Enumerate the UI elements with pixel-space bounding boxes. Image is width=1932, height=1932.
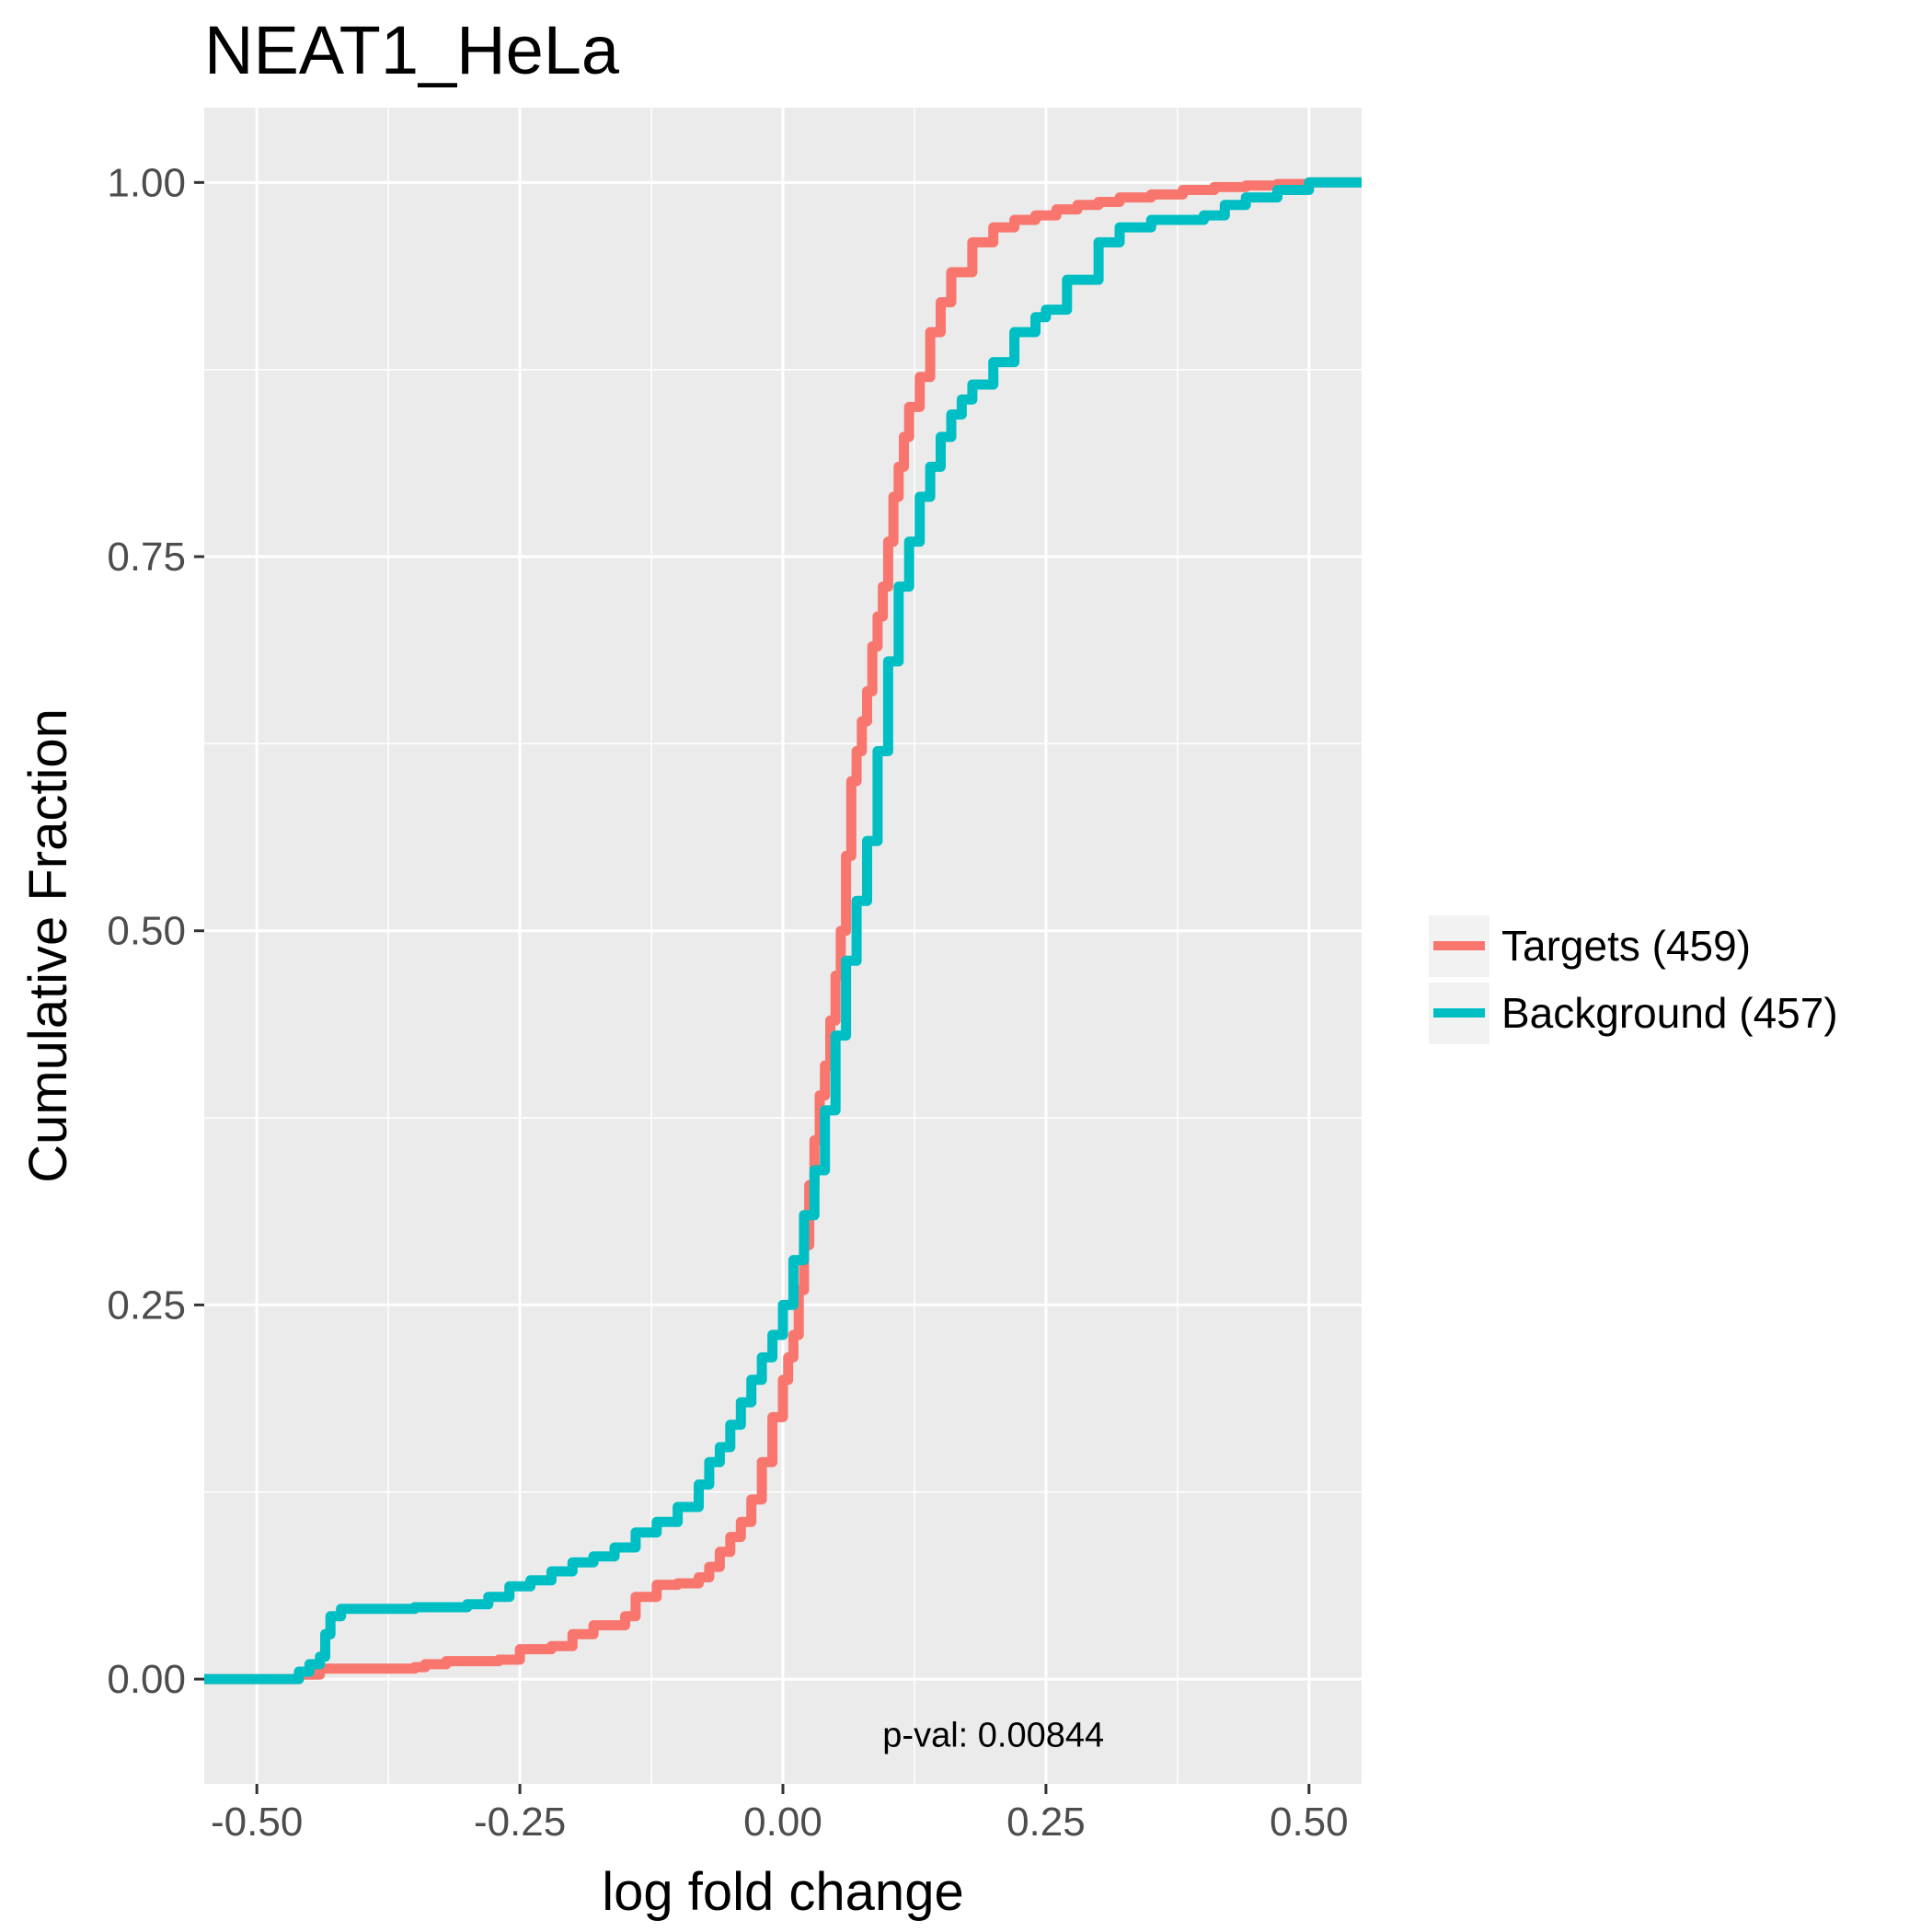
series-line-background — [204, 177, 1362, 1685]
y-tick-label: 0.25 — [107, 1282, 186, 1328]
legend-label-background: Background (457) — [1501, 989, 1838, 1037]
x-tick-label: 0.00 — [743, 1800, 822, 1845]
y-tick-label: 0.00 — [107, 1657, 186, 1702]
x-axis-title: log fold change — [602, 1862, 963, 1922]
x-tick-label: -0.25 — [474, 1800, 566, 1845]
y-axis-title: Cumulative Fraction — [18, 708, 78, 1183]
y-tick-label: 0.50 — [107, 909, 186, 954]
legend: Targets (459) Background (457) — [1429, 915, 1838, 1044]
legend-label-targets: Targets (459) — [1501, 922, 1751, 970]
p-value-annotation: p-val: 0.00844 — [882, 1716, 1104, 1754]
y-tick-label: 0.75 — [107, 535, 186, 580]
y-tick-label: 1.00 — [107, 160, 186, 205]
x-tick-label: 0.50 — [1270, 1800, 1349, 1845]
axis-ticks: -0.50 -0.25 0.00 0.25 0.50 0.00 0.25 0.50 0.75 1.… — [107, 160, 1348, 1845]
chart-title: NEAT1_HeLa — [204, 12, 620, 88]
x-tick-label: -0.50 — [211, 1800, 303, 1845]
x-tick-label: 0.25 — [1006, 1800, 1086, 1845]
series-layer — [204, 177, 1362, 1685]
series-line-targets — [204, 177, 1362, 1685]
